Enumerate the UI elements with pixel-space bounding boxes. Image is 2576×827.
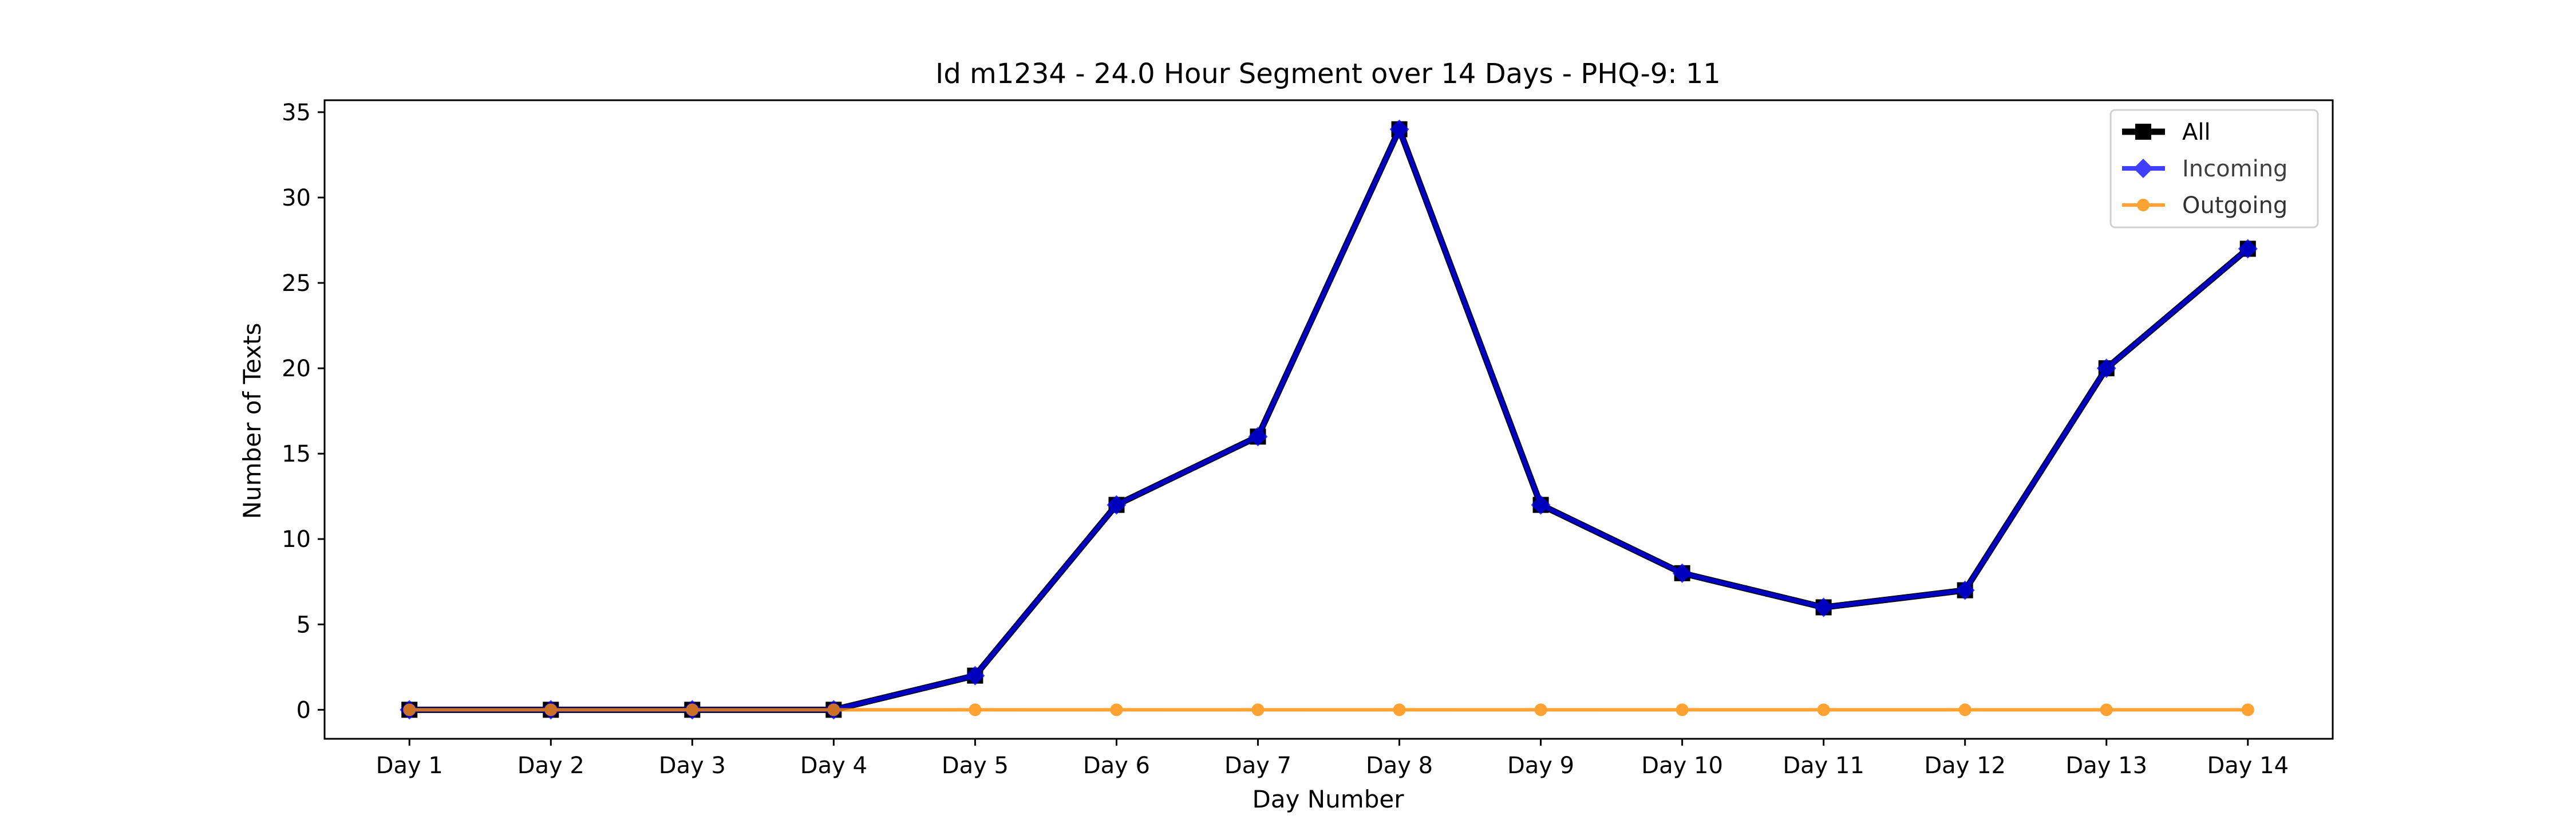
all-line	[406, 126, 2251, 713]
incoming-point	[1389, 119, 1409, 139]
incoming-point	[1531, 495, 1551, 515]
legend-item-outgoing: Outgoing	[2122, 192, 2287, 219]
outgoing-point	[1110, 703, 1123, 716]
incoming-point	[1672, 563, 1692, 583]
plot-frame	[323, 99, 2334, 740]
outgoing-point	[969, 703, 982, 716]
y-tick-label: 20	[282, 356, 311, 382]
legend-item-incoming: Incoming	[2122, 156, 2287, 182]
y-tick-label: 5	[297, 612, 311, 638]
x-tick-label: Day 6	[1083, 753, 1150, 779]
legend-outgoing-marker	[2137, 199, 2150, 211]
y-tick-label: 0	[297, 697, 311, 723]
outgoing-point	[1534, 703, 1547, 716]
outgoing-point	[1958, 703, 1971, 716]
x-tick-label: Day 11	[1783, 753, 1864, 779]
x-tick-label: Day 1	[376, 753, 443, 779]
y-tick-label: 25	[282, 270, 311, 297]
outgoing-point	[1251, 703, 1265, 716]
outgoing-point	[1393, 703, 1406, 716]
incoming-point	[1107, 495, 1127, 515]
incoming-line	[407, 127, 2250, 712]
outgoing-point	[2100, 703, 2113, 716]
x-tick-label: Day 7	[1224, 753, 1291, 779]
x-tick-label: Day 3	[659, 753, 726, 779]
legend-box	[2109, 109, 2319, 229]
series-incoming	[400, 119, 2258, 720]
x-tick-label: Day 5	[942, 753, 1009, 779]
incoming-point	[965, 665, 985, 686]
outgoing-point	[544, 703, 558, 716]
outgoing-point	[686, 703, 699, 716]
incoming-point	[1814, 597, 1834, 617]
x-tick-label: Day 14	[2207, 753, 2289, 779]
series-outgoing	[403, 703, 2254, 716]
chart-title: Id m1234 - 24.0 Hour Segment over 14 Day…	[935, 58, 1721, 90]
legend-incoming-label: Incoming	[2182, 156, 2287, 182]
x-tick-label: Day 8	[1366, 753, 1433, 779]
incoming-point	[2096, 359, 2116, 379]
y-tick-label: 15	[282, 441, 311, 467]
x-tick-label: Day 4	[800, 753, 867, 779]
y-tick-label: 35	[282, 100, 311, 126]
outgoing-point	[1817, 703, 1830, 716]
incoming-point	[2238, 239, 2258, 259]
legend: All Incoming Outgoing	[2109, 109, 2319, 229]
incoming-point	[1955, 580, 1975, 600]
outgoing-point	[1676, 703, 1689, 716]
legend-all-marker	[2135, 124, 2151, 140]
legend-all-label: All	[2182, 119, 2211, 145]
x-tick-label: Day 2	[517, 753, 584, 779]
x-tick-label: Day 13	[2065, 753, 2147, 779]
incoming-point	[1248, 427, 1268, 447]
x-axis-title: Day Number	[1252, 785, 1404, 813]
x-tick-label: Day 9	[1507, 753, 1574, 779]
y-tick-label: 10	[282, 526, 311, 553]
x-tick-label: Day 10	[1641, 753, 1723, 779]
outgoing-point	[403, 703, 416, 716]
y-tick-label: 30	[282, 185, 311, 211]
y-axis-title: Number of Texts	[238, 323, 266, 519]
legend-item-all: All	[2122, 119, 2211, 145]
series-all	[401, 121, 2256, 718]
legend-incoming-marker	[2133, 158, 2154, 179]
x-tick-label: Day 12	[1924, 753, 2006, 779]
outgoing-point	[2241, 703, 2254, 716]
plot-area: 0 5 10 15 20 25 30 35 Day 1 Day 2 Day 3 Day 4 Day 5 D…	[282, 99, 2334, 779]
outgoing-point	[827, 703, 840, 716]
legend-outgoing-label: Outgoing	[2182, 192, 2287, 219]
